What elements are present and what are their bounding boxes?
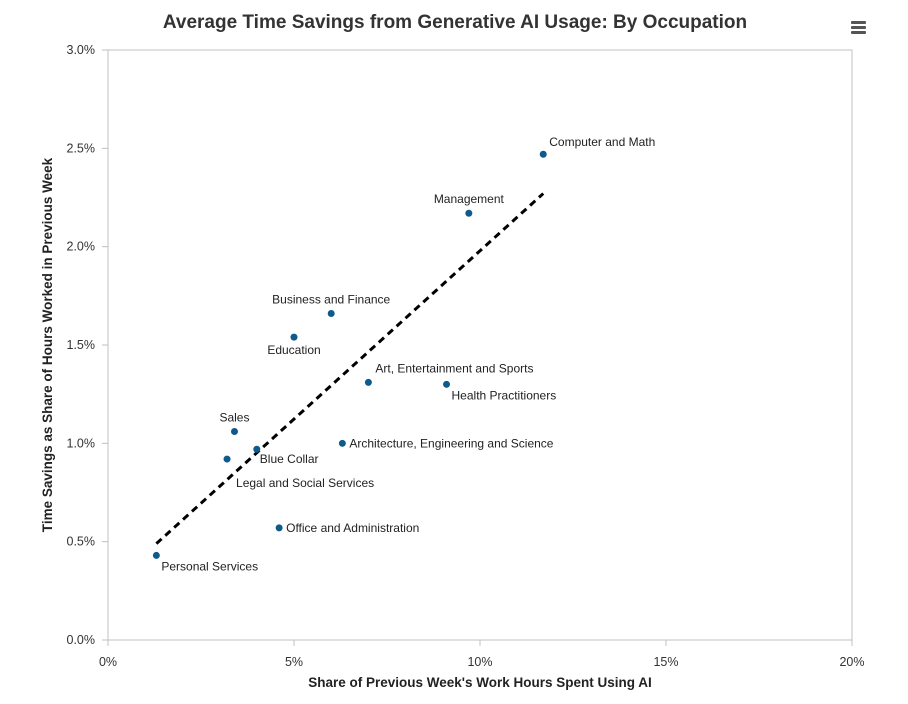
y-tick-label: 2.0%	[67, 240, 96, 254]
data-point[interactable]	[275, 524, 283, 532]
x-axis-title: Share of Previous Week's Work Hours Spen…	[308, 675, 652, 690]
data-point-label: Health Practitioners	[452, 388, 557, 402]
data-points	[152, 150, 547, 559]
data-point[interactable]	[327, 310, 335, 318]
data-point[interactable]	[364, 378, 372, 386]
x-tick-label: 15%	[653, 655, 678, 669]
y-axis-ticks: 0.0% 0.5% 1.0% 1.5% 2.0% 2.5% 3.0%	[67, 43, 108, 647]
hamburger-icon-bar	[851, 26, 866, 29]
data-point[interactable]	[290, 333, 298, 341]
data-point-label: Legal and Social Services	[236, 476, 374, 490]
x-axis-ticks: 0% 5% 10% 15% 20%	[99, 640, 865, 669]
data-point[interactable]	[152, 551, 160, 559]
trend-line	[155, 192, 545, 545]
data-point[interactable]	[443, 380, 451, 388]
chart-menu-button[interactable]	[846, 16, 870, 38]
data-point[interactable]	[338, 439, 346, 447]
data-point[interactable]	[465, 209, 473, 217]
data-point[interactable]	[230, 428, 238, 436]
hamburger-icon-bar	[851, 31, 866, 34]
data-point[interactable]	[223, 455, 231, 463]
data-point[interactable]	[253, 445, 261, 453]
y-tick-label: 1.5%	[67, 338, 96, 352]
data-point-label: Personal Services	[161, 559, 258, 573]
data-point-labels: Computer and Math Management Business and …	[161, 135, 655, 573]
chart-title: Average Time Savings from Generative AI …	[163, 12, 747, 33]
y-tick-label: 2.5%	[67, 141, 96, 155]
x-tick-label: 10%	[467, 655, 492, 669]
data-point-label: Business and Finance	[272, 293, 390, 307]
plot-area-border	[107, 49, 853, 641]
y-tick-label: 0.5%	[67, 535, 96, 549]
data-point-label: Office and Administration	[286, 521, 419, 535]
y-tick-label: 1.0%	[67, 436, 96, 450]
data-point-label: Computer and Math	[549, 135, 655, 149]
y-tick-label: 0.0%	[67, 633, 96, 647]
data-point-label: Sales	[219, 411, 249, 425]
x-tick-label: 20%	[839, 655, 864, 669]
y-tick-label: 3.0%	[67, 43, 96, 57]
data-point-label: Management	[434, 192, 505, 206]
data-point[interactable]	[539, 150, 547, 158]
x-tick-label: 0%	[99, 655, 117, 669]
y-axis-title: Time Savings as Share of Hours Worked in…	[40, 157, 55, 532]
data-point-label: Education	[267, 343, 320, 357]
x-tick-label: 5%	[285, 655, 303, 669]
hamburger-icon	[851, 21, 866, 24]
data-point-label: Blue Collar	[260, 452, 319, 466]
data-point-label: Art, Entertainment and Sports	[375, 361, 533, 375]
data-point-label: Architecture, Engineering and Science	[349, 436, 553, 450]
